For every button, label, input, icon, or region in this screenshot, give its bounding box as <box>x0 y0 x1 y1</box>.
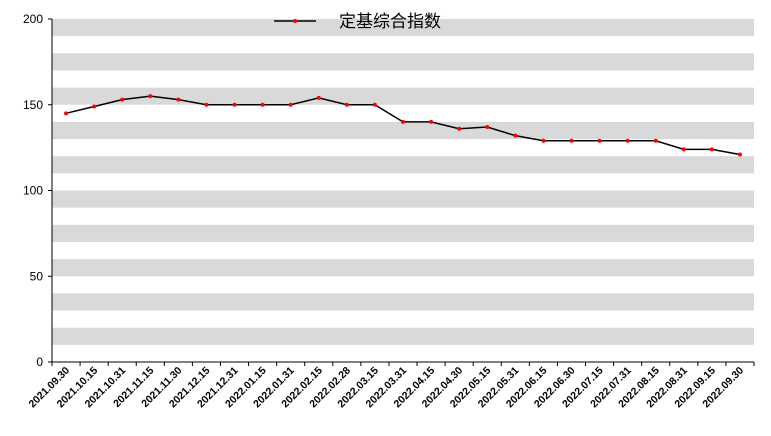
grid-band <box>52 327 754 345</box>
data-point <box>625 138 630 143</box>
data-point <box>653 138 658 143</box>
data-point <box>288 102 293 107</box>
y-tick-label: 50 <box>30 269 44 283</box>
grid-band <box>52 53 754 71</box>
grid-band <box>52 87 754 105</box>
y-tick-label: 100 <box>23 184 43 198</box>
grid-band <box>52 190 754 208</box>
grid-band <box>52 293 754 311</box>
legend-marker <box>293 19 297 23</box>
data-point <box>260 102 265 107</box>
data-point <box>204 102 209 107</box>
y-axis-ticks: 0 50 100 150 200 <box>23 12 52 369</box>
grid-band <box>52 156 754 174</box>
legend-label: 定基综合指数 <box>339 12 441 32</box>
data-point <box>457 126 462 131</box>
data-point <box>737 152 742 157</box>
data-point <box>485 125 490 130</box>
data-point <box>513 133 518 138</box>
data-point <box>64 111 69 116</box>
data-point <box>120 97 125 102</box>
legend: 定基综合指数 <box>274 12 441 32</box>
data-point <box>401 119 405 124</box>
data-point <box>597 138 602 143</box>
data-point <box>176 97 181 102</box>
data-point <box>681 147 686 152</box>
y-tick-label: 200 <box>23 12 43 26</box>
grid-band <box>52 224 754 242</box>
x-axis-ticks: 2021.09.302021.10.152021.10.312021.11.15… <box>27 362 755 410</box>
data-point <box>316 95 321 100</box>
data-point <box>148 94 153 99</box>
y-tick-label: 150 <box>23 98 43 112</box>
data-point <box>541 138 546 143</box>
data-point <box>232 102 237 107</box>
grid-band <box>52 19 754 37</box>
grid-band <box>52 121 754 140</box>
series-group <box>64 94 742 157</box>
grid-bands <box>52 19 754 345</box>
grid-band <box>52 259 754 277</box>
data-point <box>344 102 349 107</box>
y-tick-label: 0 <box>36 355 43 369</box>
data-point <box>709 147 714 152</box>
data-point <box>92 104 97 109</box>
data-point <box>569 138 574 143</box>
data-point <box>429 119 434 124</box>
data-point <box>372 102 377 107</box>
